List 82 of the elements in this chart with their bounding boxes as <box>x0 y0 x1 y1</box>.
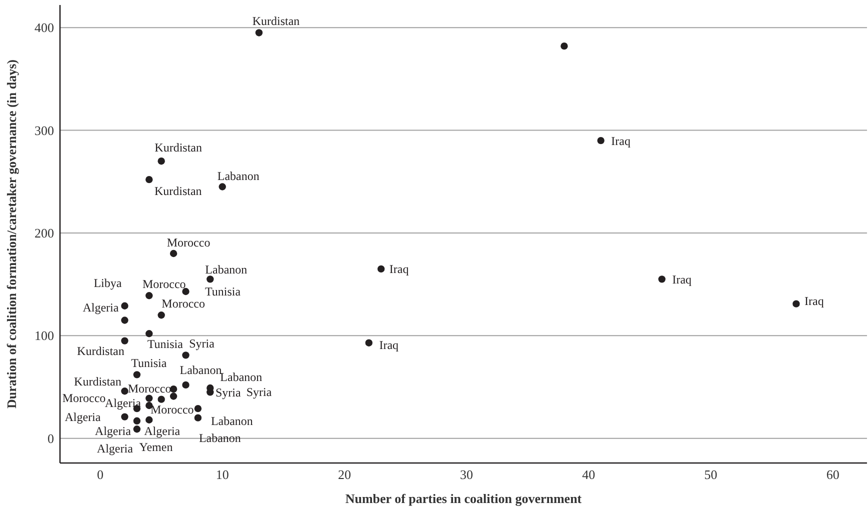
x-axis-title: Number of parties in coalition government <box>345 491 582 506</box>
annotation: Kurdistan <box>154 140 202 154</box>
point <box>194 414 202 422</box>
y-tick-label: 200 <box>34 226 54 241</box>
annotation: Morocco <box>150 402 194 417</box>
x-tick-label: 20 <box>338 467 351 482</box>
annotation: Libya <box>94 276 122 290</box>
point <box>121 388 128 395</box>
point <box>658 276 666 283</box>
y-tick-label: 400 <box>34 20 54 36</box>
annotation: Syria <box>189 336 216 350</box>
annotation: Tunisia <box>131 356 168 370</box>
y-tick-label: 0 <box>48 430 54 446</box>
point <box>133 417 141 424</box>
point <box>182 352 190 359</box>
point <box>206 388 214 396</box>
annotation: Yemen <box>139 440 173 454</box>
point <box>194 404 202 412</box>
annotation: Iraq <box>389 262 409 276</box>
point <box>133 371 141 378</box>
y-tick-label: 100 <box>34 328 54 344</box>
annotation: Labanon <box>210 414 253 428</box>
x-tick-label: 10 <box>216 467 229 482</box>
annotation: Iraq <box>611 134 631 148</box>
point <box>792 300 800 308</box>
annotation: Labanon <box>205 262 248 276</box>
annotation: Morocco <box>142 276 186 291</box>
annotation: Kurdistan <box>74 374 122 388</box>
point <box>146 330 153 338</box>
annotation: Iraq <box>379 338 399 352</box>
annotation: Morocco <box>128 381 172 396</box>
point <box>560 42 568 50</box>
annotation: Syria <box>246 385 272 400</box>
point <box>158 157 165 165</box>
point <box>146 416 153 424</box>
annotation: Labanon <box>217 168 260 183</box>
point <box>121 413 128 420</box>
annotation: Labanon <box>198 430 241 445</box>
point <box>121 316 128 324</box>
annotation: Iraq <box>672 272 692 286</box>
annotation: Labanon <box>220 370 262 384</box>
point <box>121 337 128 344</box>
y-tick-label: 300 <box>34 122 54 138</box>
annotation: Iraq <box>804 294 824 308</box>
annotation: Algeria <box>96 441 134 456</box>
annotation: Syria <box>215 385 242 400</box>
x-tick-label: 30 <box>460 467 474 482</box>
point <box>146 394 153 402</box>
annotation: Algeria <box>82 300 120 314</box>
point <box>597 136 604 144</box>
annotation: Tunisia <box>204 284 242 299</box>
point <box>158 312 165 319</box>
x-tick-label: 50 <box>704 467 718 482</box>
annotation: Kurdistan <box>252 14 300 28</box>
x-tick-label: 0 <box>97 467 104 482</box>
point <box>121 302 128 310</box>
point <box>133 426 141 433</box>
x-tick-label: 40 <box>582 467 596 482</box>
point <box>206 276 214 283</box>
point <box>170 392 178 400</box>
annotation: Morocco <box>162 296 205 310</box>
point <box>170 250 178 258</box>
point <box>365 339 372 346</box>
annotation: Algeria <box>64 410 102 424</box>
point <box>158 396 165 403</box>
point <box>146 176 153 184</box>
annotation: Algeria <box>144 424 181 438</box>
annotation: Tunisia <box>147 336 184 351</box>
point <box>218 183 226 190</box>
y-axis-title: Duration of coalition formation/caretaker governance (in days) <box>4 59 19 409</box>
point <box>377 265 385 273</box>
point <box>182 288 190 296</box>
annotation: Labanon <box>180 363 222 378</box>
point <box>146 292 153 300</box>
x-tick-label: 60 <box>826 467 840 482</box>
annotation: Morocco <box>166 236 210 250</box>
annotation: Algeria <box>94 424 132 438</box>
annotation: Morocco <box>62 391 106 406</box>
annotation: Kurdistan <box>154 184 202 198</box>
point <box>182 381 190 389</box>
point <box>255 29 263 36</box>
annotation: Kurdistan <box>77 344 124 358</box>
